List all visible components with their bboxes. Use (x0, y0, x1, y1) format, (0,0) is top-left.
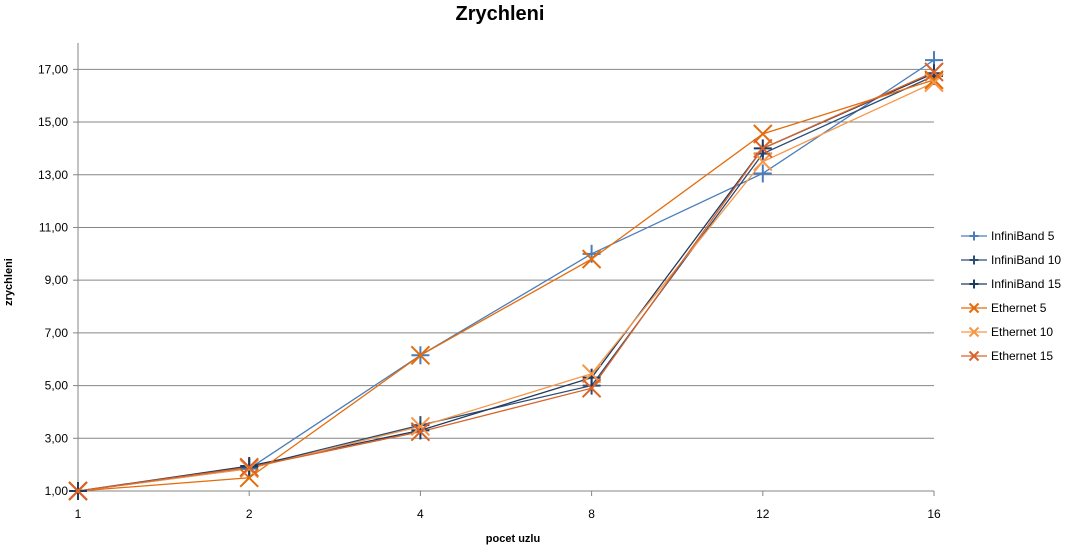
x-marker (239, 468, 259, 488)
legend-label: InfiniBand 5 (991, 229, 1055, 243)
y-tick-label: 15,00 (38, 115, 68, 129)
x-tick-label: 2 (246, 507, 253, 521)
x-tick-labels: 1 2 4 8 12 16 (75, 507, 941, 521)
plus-marker (582, 368, 601, 387)
x-marker (581, 378, 602, 398)
y-tick-label: 5,00 (45, 379, 69, 393)
x-marker (410, 421, 431, 442)
y-axis-title: zrychleni (3, 258, 15, 306)
x-marker (924, 72, 944, 93)
y-tick-label: 17,00 (38, 62, 68, 76)
chart-title: Zrychleni (456, 3, 545, 25)
legend-label: InfiniBand 15 (991, 277, 1061, 291)
x-marker (924, 70, 944, 90)
x-axis-title: pocet uzlu (486, 533, 540, 545)
legend-item: Ethernet 5 (961, 301, 1047, 315)
series-markers (68, 51, 944, 501)
x-marker (753, 124, 773, 144)
x-tick-label: 1 (75, 507, 82, 521)
legend-label: Ethernet 5 (991, 301, 1047, 315)
y-tick-label: 9,00 (45, 273, 69, 287)
x-marker (581, 364, 602, 384)
x-marker (581, 249, 602, 269)
plus-marker (969, 255, 979, 265)
series-line (77, 81, 935, 492)
gridlines (73, 68, 935, 496)
series-line (77, 71, 935, 492)
y-tick-label: 13,00 (38, 168, 68, 182)
plus-marker (969, 279, 979, 289)
legend: InfiniBand 5 InfiniBand 10 InfiniBand 15 Et… (961, 229, 1061, 363)
legend-item: Ethernet 10 (961, 325, 1053, 339)
x-marker (68, 481, 88, 501)
legend-item: InfiniBand 15 (961, 277, 1061, 291)
y-tick-label: 3,00 (45, 431, 69, 445)
legend-label: InfiniBand 10 (991, 253, 1061, 267)
y-tick-label: 1,00 (45, 484, 69, 498)
x-tick-label: 4 (417, 507, 424, 521)
y-tick-label: 7,00 (45, 326, 69, 340)
series-lines (77, 59, 935, 492)
legend-label: Ethernet 10 (991, 325, 1053, 339)
x-tick-label: 12 (756, 507, 770, 521)
x-marker (239, 457, 259, 477)
plus-marker (969, 231, 979, 241)
series-line (77, 79, 935, 492)
x-marker (410, 416, 431, 437)
y-tick-labels: 1,00 3,00 5,00 7,00 9,00 11,00 13,00 15,00 17,00 (38, 62, 68, 498)
legend-item: Ethernet 15 (961, 349, 1053, 363)
x-marker (968, 350, 980, 362)
x-tick-label: 8 (588, 507, 595, 521)
legend-item: InfiniBand 10 (961, 253, 1061, 267)
x-marker (924, 62, 944, 82)
legend-label: Ethernet 15 (991, 349, 1053, 363)
x-marker (410, 345, 431, 365)
x-marker (968, 326, 980, 338)
x-marker (968, 302, 980, 314)
legend-item: InfiniBand 5 (961, 229, 1055, 243)
plus-marker (753, 164, 772, 183)
x-marker (753, 138, 773, 159)
x-tick-label: 16 (927, 507, 941, 521)
y-tick-label: 11,00 (39, 220, 68, 234)
